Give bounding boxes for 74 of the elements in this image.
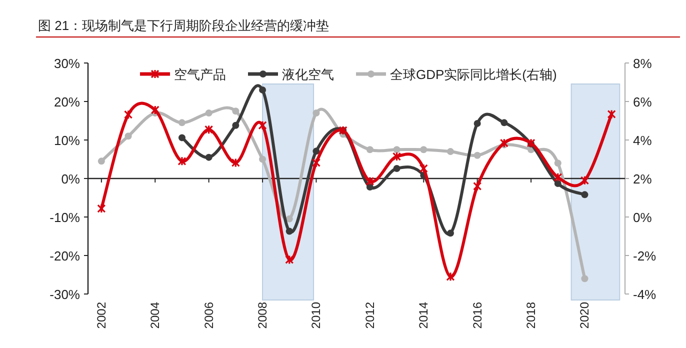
point: [420, 146, 428, 154]
point: [554, 172, 562, 182]
y2-tick-label: 8%: [633, 56, 652, 71]
point: [419, 164, 428, 174]
point: [285, 254, 294, 265]
point: [580, 176, 590, 186]
legend-label: 空气产品: [174, 67, 226, 82]
x-tick-label: 2018: [524, 302, 538, 329]
point: [393, 164, 400, 172]
legend-label: 全球GDP实际同比增长(右轴): [390, 67, 557, 82]
point: [607, 109, 616, 120]
y-tick-label: -20%: [50, 248, 80, 264]
point: [474, 120, 481, 127]
x-tick-label: 2016: [470, 302, 484, 329]
point: [259, 86, 266, 94]
point: [258, 120, 267, 130]
point: [581, 191, 588, 198]
y2-tick-label: -4%: [633, 287, 657, 302]
point: [124, 132, 132, 140]
x-tick-label: 2012: [362, 302, 377, 329]
point: [98, 158, 105, 165]
point: [204, 124, 214, 134]
y2-tick-label: -2%: [633, 248, 657, 264]
point: [446, 272, 455, 282]
point: [259, 156, 266, 163]
point: [554, 160, 562, 167]
x-tick-label: 2020: [578, 302, 592, 329]
point: [178, 156, 186, 166]
point: [232, 108, 240, 115]
point: [446, 148, 454, 156]
point: [446, 230, 454, 237]
x-tick-label: 2004: [148, 302, 162, 329]
y-tick-label: 30%: [54, 56, 80, 71]
point: [312, 110, 320, 117]
point: [178, 134, 186, 142]
y-tick-label: 0%: [61, 172, 80, 186]
x-tick-label: 2006: [202, 302, 216, 329]
point: [286, 228, 293, 235]
point: [474, 152, 481, 159]
y2-tick-label: 0%: [633, 210, 652, 225]
point: [312, 158, 321, 168]
point: [312, 148, 320, 155]
point: [366, 176, 374, 186]
chart-title: 图 21：现场制气是下行周期阶段企业经营的缓冲垫: [38, 18, 330, 33]
point: [366, 146, 374, 154]
point: [150, 105, 160, 115]
y-tick-label: 20%: [54, 94, 80, 110]
point: [393, 146, 400, 154]
y-tick-label: 10%: [54, 133, 80, 148]
y-tick-label: -30%: [50, 287, 80, 302]
x-tick-label: 2014: [416, 302, 431, 329]
point: [366, 183, 374, 190]
y-tick-label: -10%: [50, 210, 80, 225]
x-tick-label: 2010: [309, 302, 324, 329]
point: [205, 110, 212, 117]
point: [473, 181, 482, 191]
point: [500, 119, 508, 126]
point: [231, 158, 240, 168]
point: [232, 122, 240, 129]
y2-tick-label: 4%: [633, 133, 652, 148]
legend-label: 液化空气: [282, 67, 334, 82]
point: [205, 154, 212, 161]
y2-tick-label: 6%: [633, 94, 652, 110]
x-tick-label: 2002: [94, 302, 108, 329]
point: [97, 204, 106, 214]
y2-tick-label: 2%: [633, 172, 652, 186]
point: [392, 152, 402, 162]
point: [581, 275, 588, 282]
point: [178, 119, 186, 126]
point: [286, 215, 293, 222]
point: [500, 138, 508, 148]
x-tick-label: 2008: [256, 302, 270, 329]
point: [124, 110, 133, 120]
point: [554, 180, 562, 188]
